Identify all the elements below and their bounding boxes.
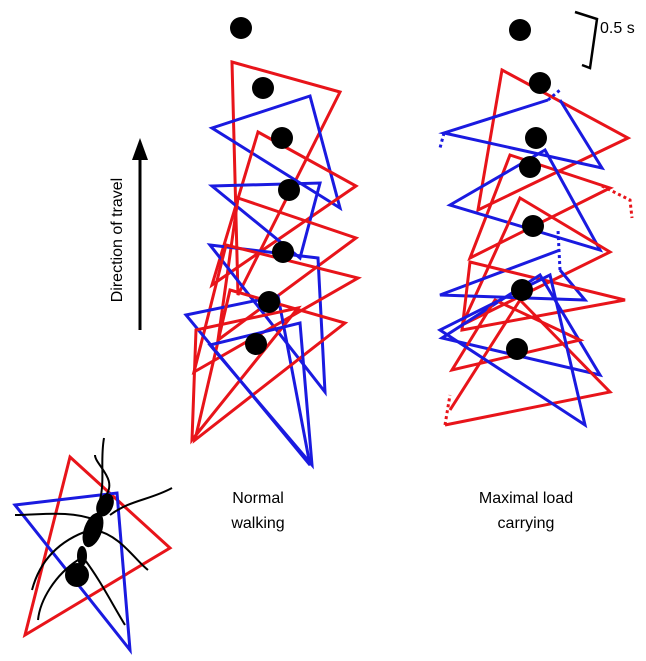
normal-walking-gait — [183, 17, 362, 470]
loaded-label: Maximal load — [479, 490, 573, 507]
load-carrying-gait — [436, 19, 634, 429]
arrowhead — [132, 138, 148, 160]
loaded-label: carrying — [498, 515, 555, 532]
scale-bar — [574, 10, 599, 70]
scale-label: 0.5 s — [600, 20, 635, 37]
normal-label: walking — [230, 515, 284, 532]
direction-label: Direction of travel — [109, 178, 126, 303]
normal-label: Normal — [232, 490, 284, 507]
ant-illustration — [12, 437, 173, 655]
